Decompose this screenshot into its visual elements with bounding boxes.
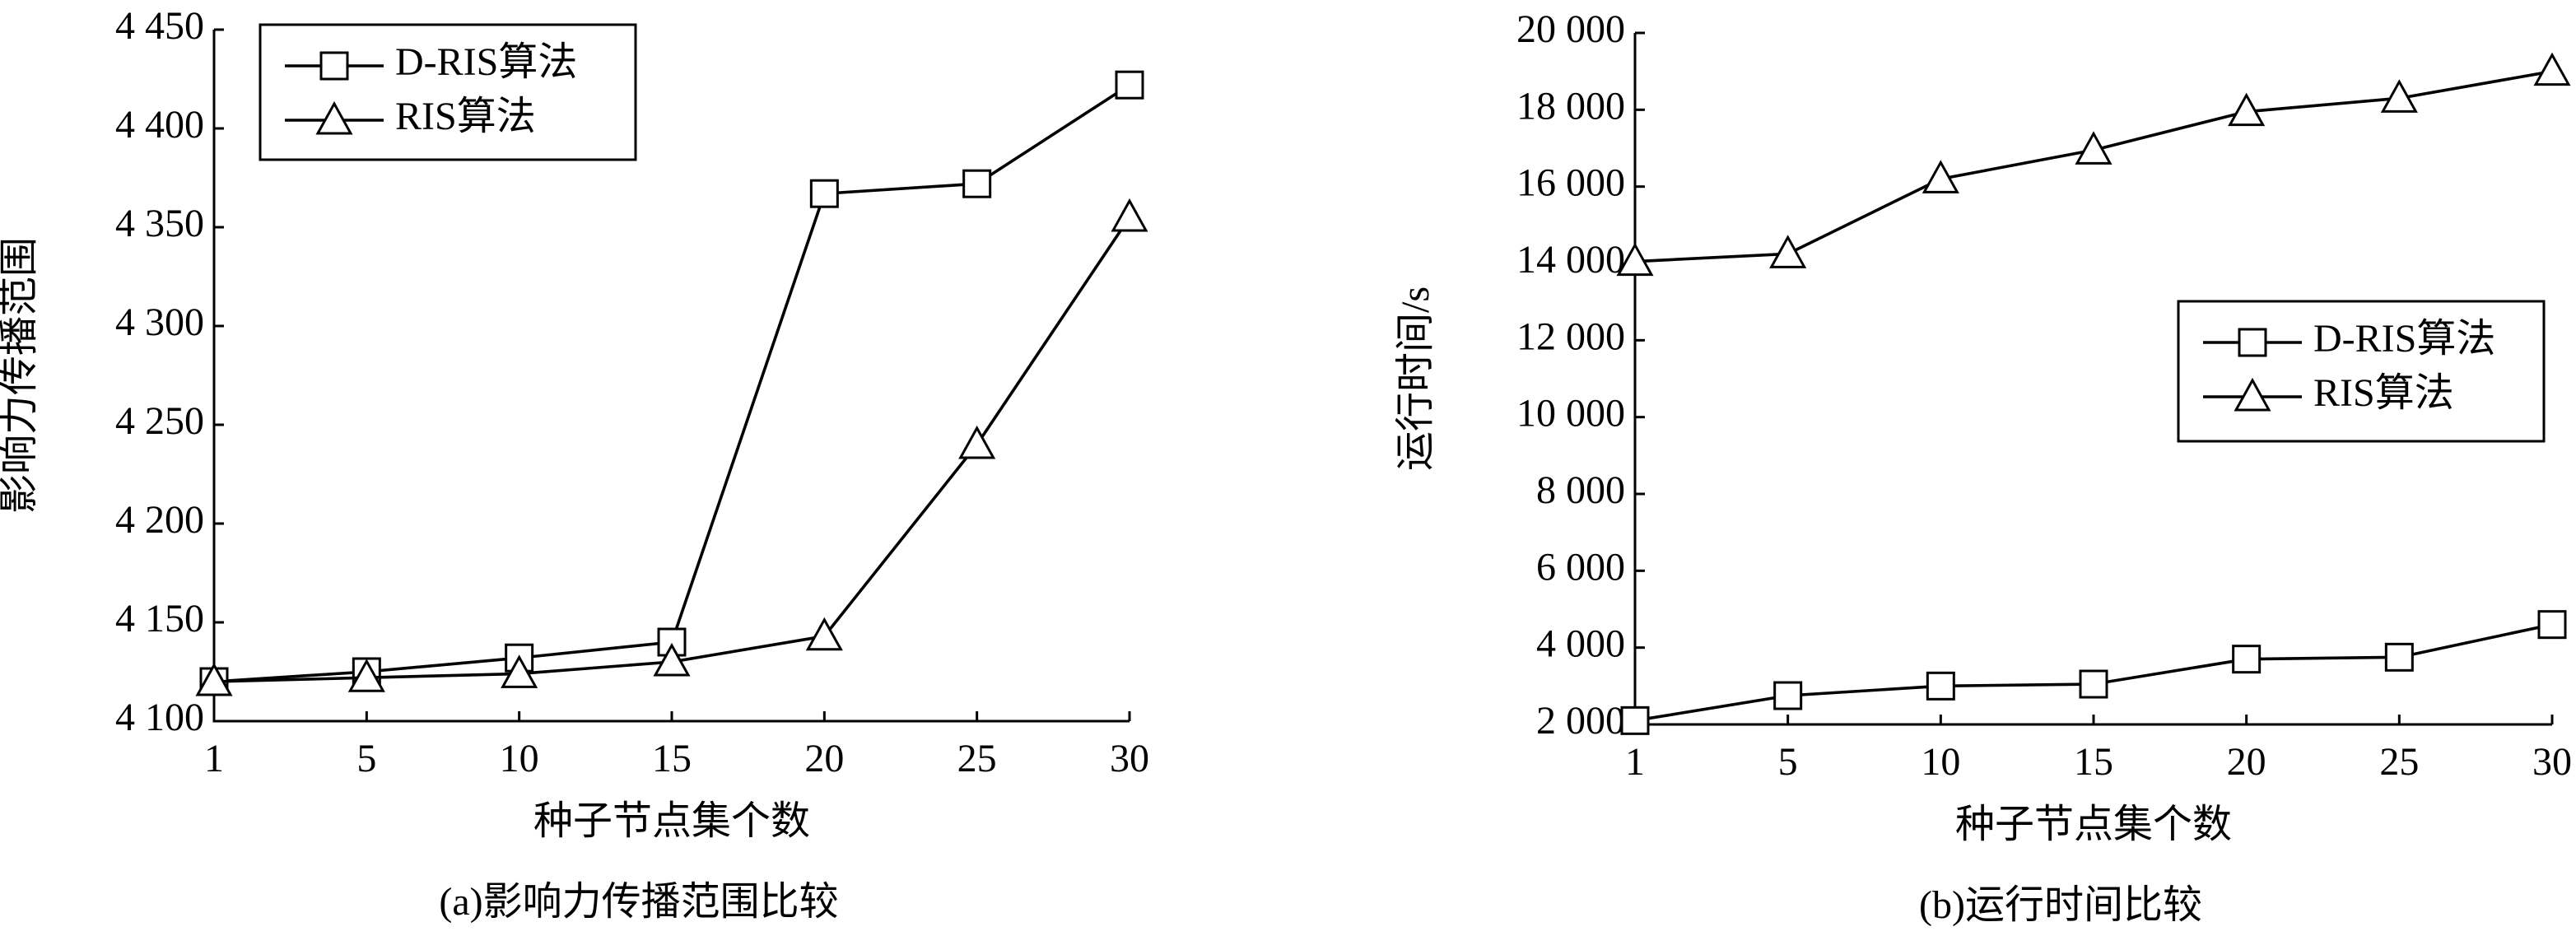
y-tick-label: 4 000 — [1536, 622, 1625, 666]
marker-triangle — [1922, 160, 1959, 193]
marker-square — [2079, 669, 2108, 699]
caption: (a)影响力传播范围比较 — [439, 880, 838, 924]
x-axis-label: 种子节点集个数 — [533, 799, 810, 843]
marker-square — [1620, 705, 1650, 735]
marker-square — [1773, 681, 1803, 710]
y-tick-label: 4 300 — [115, 300, 204, 344]
x-axis-label: 种子节点集个数 — [1955, 803, 2232, 846]
x-tick-label: 30 — [1110, 737, 1149, 780]
y-tick-label: 20 000 — [1516, 7, 1625, 51]
x-tick-label: 25 — [957, 737, 997, 780]
y-axis-label: 影响力传播范围 — [0, 237, 41, 514]
marker-square — [2238, 328, 2267, 357]
series-line — [213, 83, 1130, 683]
x-tick-label: 30 — [2532, 740, 2572, 784]
marker-square — [2232, 645, 2262, 674]
y-tick-label: 14 000 — [1516, 238, 1625, 282]
marker-triangle — [1616, 242, 1654, 277]
marker-triangle — [195, 662, 233, 696]
x-tick-label: 1 — [1625, 740, 1645, 784]
y-tick-label: 2 000 — [1536, 699, 1625, 743]
marker-triangle — [653, 642, 691, 677]
y-tick-label: 4 350 — [115, 202, 204, 245]
x-tick-label: 15 — [652, 737, 692, 780]
x-tick-label: 10 — [1921, 740, 1960, 784]
y-tick-label: 4 200 — [115, 498, 204, 542]
legend-box — [2177, 300, 2546, 443]
marker-triangle — [2228, 92, 2266, 127]
marker-square — [809, 179, 839, 208]
y-axis-label: 运行时间/s — [1394, 286, 1437, 471]
marker-square — [1926, 671, 1955, 701]
marker-square — [319, 51, 349, 81]
y-tick-label: 4 100 — [115, 696, 204, 739]
y-tick-label: 4 250 — [115, 399, 204, 443]
legend-label: RIS算法 — [395, 95, 536, 138]
x-tick-label: 20 — [804, 737, 844, 780]
x-tick-label: 10 — [500, 737, 539, 780]
marker-triangle — [805, 617, 843, 651]
marker-square — [2384, 642, 2414, 672]
y-tick-label: 12 000 — [1516, 314, 1625, 358]
marker-triangle — [2380, 79, 2418, 113]
y-tick-label: 6 000 — [1536, 545, 1625, 589]
marker-triangle — [347, 659, 385, 692]
marker-square — [962, 169, 992, 198]
marker-triangle — [501, 654, 538, 688]
legend-label: D-RIS算法 — [395, 40, 577, 84]
x-tick-label: 20 — [2227, 740, 2266, 784]
x-tick-label: 5 — [1778, 740, 1798, 784]
y-tick-label: 4 400 — [115, 103, 204, 147]
marker-triangle — [2533, 52, 2571, 86]
marker-triangle — [1111, 198, 1148, 232]
y-tick-label: 4 450 — [115, 4, 204, 48]
legend-label: RIS算法 — [2313, 371, 2454, 415]
x-tick-label: 5 — [356, 737, 376, 780]
caption: (b)运行时间比较 — [1919, 883, 2202, 927]
marker-square — [2537, 610, 2567, 640]
marker-square — [1115, 70, 1144, 100]
x-tick-label: 25 — [2379, 740, 2419, 784]
y-tick-label: 4 150 — [115, 597, 204, 640]
marker-triangle — [1769, 235, 1807, 268]
series-line — [1634, 69, 2553, 263]
marker-triangle — [958, 425, 996, 459]
y-tick-label: 16 000 — [1516, 161, 1625, 205]
y-tick-label: 10 000 — [1516, 392, 1625, 435]
x-tick-label: 1 — [204, 737, 224, 780]
y-tick-label: 8 000 — [1536, 468, 1625, 512]
marker-triangle — [315, 100, 353, 135]
marker-triangle — [2234, 377, 2271, 412]
marker-triangle — [2075, 131, 2113, 165]
series-line — [213, 216, 1131, 683]
legend-box — [259, 23, 637, 161]
legend-label: D-RIS算法 — [2313, 317, 2495, 361]
x-tick-label: 15 — [2074, 740, 2113, 784]
y-tick-label: 18 000 — [1516, 84, 1625, 128]
